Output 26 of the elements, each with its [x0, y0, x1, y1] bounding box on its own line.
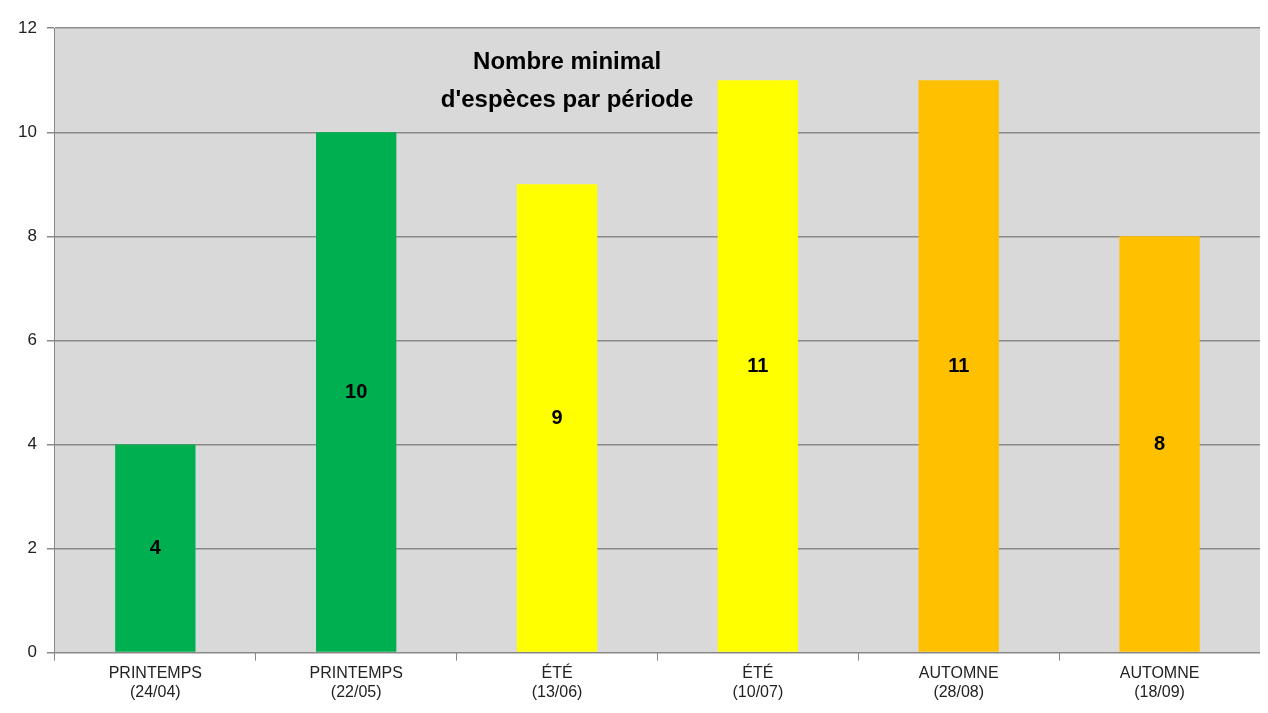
y-tick-label: 6 [27, 330, 37, 350]
bar [316, 132, 397, 652]
y-tick-label: 12 [17, 17, 37, 37]
data-label: 9 [551, 405, 563, 428]
x-tick-label: ÉTÉ (10/07) [732, 662, 784, 700]
bar [918, 80, 999, 652]
x-tick-label: AUTOMNE (18/09) [1119, 663, 1200, 700]
data-label: 4 [149, 535, 162, 558]
data-label: 11 [747, 353, 769, 376]
y-tick-label: 10 [17, 121, 37, 141]
y-tick-label: 8 [27, 226, 37, 246]
x-tick-label: PRINTEMPS (24/04) [108, 663, 203, 700]
text: Nombre minimal d'espèces par période [440, 46, 694, 112]
x-tick-label: PRINTEMPS (22/05) [309, 663, 403, 700]
y-tick-label: 4 [27, 434, 37, 454]
x-tick-label: ÉTÉ (13/06) [531, 662, 583, 700]
data-label: 8 [1154, 431, 1166, 454]
bar [717, 80, 799, 652]
data-label: 11 [948, 353, 970, 376]
bar [1119, 236, 1200, 652]
data-label: 10 [345, 379, 368, 402]
bar [115, 444, 196, 652]
y-tick-label: 2 [27, 538, 37, 558]
x-tick-label: AUTOMNE (28/08) [918, 663, 999, 700]
bar [516, 184, 598, 652]
y-tick-label: 0 [27, 642, 37, 662]
